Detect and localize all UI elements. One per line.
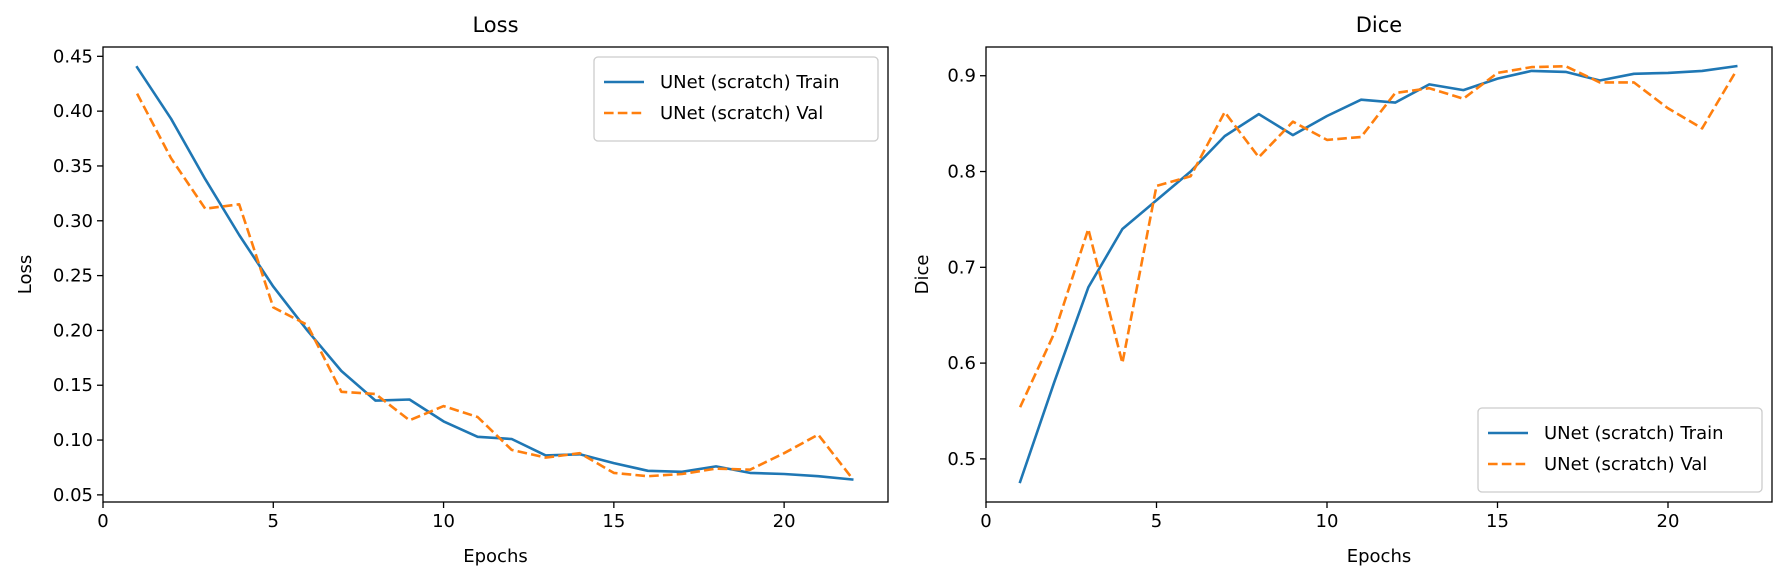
- y-axis-label: Dice: [912, 255, 933, 295]
- y-tick-label: 0.5: [947, 449, 976, 470]
- x-tick-label: 10: [1316, 511, 1339, 532]
- x-axis-label: Epochs: [1347, 546, 1412, 567]
- x-tick-label: 20: [773, 511, 796, 532]
- x-tick-label: 0: [980, 511, 991, 532]
- legend-label-train: UNet (scratch) Train: [1544, 423, 1724, 444]
- series-line-train: [1018, 64, 1738, 484]
- x-tick-label: 5: [1151, 511, 1162, 532]
- x-tick-label: 0: [97, 511, 108, 532]
- y-tick-label: 0.6: [947, 353, 976, 374]
- x-tick-label: 5: [268, 511, 279, 532]
- x-tick-label: 20: [1657, 511, 1680, 532]
- x-tick-label: 10: [432, 511, 455, 532]
- chart-title: Loss: [472, 13, 518, 37]
- y-tick-label: 0.8: [947, 162, 976, 183]
- series-line-val: [1018, 64, 1738, 408]
- y-tick-label: 0.7: [947, 257, 976, 278]
- y-tick-label: 0.05: [53, 485, 93, 506]
- chart-title: Dice: [1356, 13, 1402, 37]
- axes-frame: [102, 46, 889, 503]
- y-tick-label: 0.30: [53, 211, 93, 232]
- chart-1: Loss 0 5 10 15 20 0.05 0.10 0.15 0.20 0.25 0.30 0.35…: [15, 13, 889, 567]
- series-line-val: [135, 92, 854, 480]
- y-tick-label: 0.20: [53, 320, 93, 341]
- legend: UNet (scratch) Train UNet (scratch) Val: [593, 56, 879, 142]
- y-tick-label: 0.40: [53, 101, 93, 122]
- y-axis-label: Loss: [15, 255, 36, 294]
- axes-frame: [985, 46, 1773, 503]
- legend-box: [593, 56, 879, 142]
- y-tick-label: 0.45: [53, 46, 93, 67]
- legend-label-train: UNet (scratch) Train: [660, 72, 840, 93]
- x-tick-label: 15: [602, 511, 625, 532]
- chart-2: Dice 0 5 10 15 20 0.5 0.6 0.7 0.8 0.9 Epochs Dice UNe…: [912, 13, 1773, 567]
- x-tick-label: 15: [1486, 511, 1509, 532]
- legend-label-val: UNet (scratch) Val: [660, 103, 823, 124]
- legend: UNet (scratch) Train UNet (scratch) Val: [1477, 407, 1763, 493]
- y-tick-label: 0.9: [947, 66, 976, 87]
- legend-label-val: UNet (scratch) Val: [1544, 454, 1707, 475]
- y-tick-label: 0.35: [53, 156, 93, 177]
- y-tick-label: 0.15: [53, 375, 93, 396]
- y-tick-label: 0.10: [53, 430, 93, 451]
- legend-box: [1477, 407, 1763, 493]
- x-axis-label: Epochs: [463, 546, 528, 567]
- y-tick-label: 0.25: [53, 266, 93, 287]
